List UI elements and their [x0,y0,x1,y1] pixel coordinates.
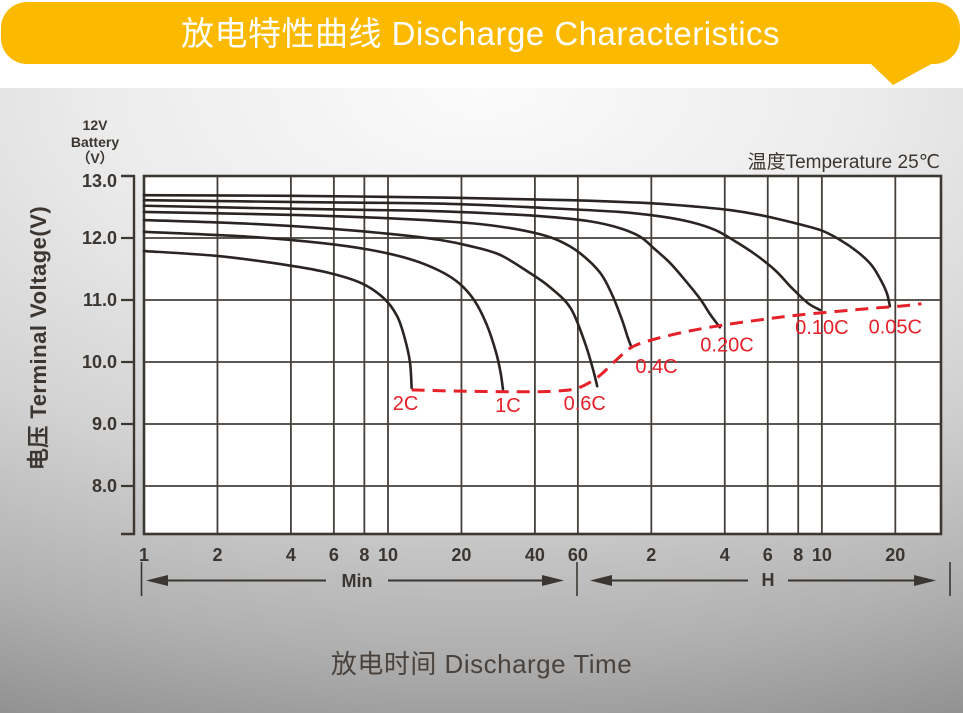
plot-border [142,174,943,536]
x-tick-label: 60 [568,545,588,565]
battery-type-label: 12V Battery （V） [52,117,138,167]
curve-label-2C: 2C [393,393,419,415]
hour-section-label: H [762,570,775,590]
min-arrow-left-head [146,575,168,586]
min-arrow-right-head [542,575,564,586]
x-tick-label: 4 [286,545,296,565]
battery-unit-text: （V） [76,150,114,166]
curve-2C [142,249,413,390]
cutoff-voltage-curve [411,302,922,394]
temperature-label: 温度Temperature 25℃ [748,151,940,173]
x-axis-title: 放电时间 Discharge Time [330,649,633,679]
title-banner: 放电特性曲线 Discharge Characteristics [1,2,960,64]
curve-label-0.05C: 0.05C [869,316,922,338]
battery-word-text: Battery [70,133,120,150]
curve-label-0.10C: 0.10C [795,317,848,339]
curve-1C [142,230,505,391]
banner-tail-pointer [869,62,935,85]
x-tick-label: 1 [139,545,149,565]
x-tick-label: 40 [525,545,545,565]
x-tick-label: 20 [885,545,905,565]
x-tick-label: 4 [720,545,730,565]
curve-label-0.20C: 0.20C [700,334,753,356]
page-title: 放电特性曲线 Discharge Characteristics [180,15,781,52]
curve-0.6C [142,218,599,388]
hour-arrow-right-head [914,575,936,586]
x-tick-label: 6 [329,545,339,565]
curve-label-0.6C: 0.6C [564,393,606,415]
x-tick-label: 20 [451,545,471,565]
x-tick-label: 2 [646,545,656,565]
y-tick-label: 8.0 [92,476,117,496]
y-tick-label: 12.0 [82,228,117,248]
curve-0.10C [142,198,822,312]
x-tick-label: 6 [763,545,773,565]
y-tick-label: 13.0 [82,171,117,191]
battery-voltage-text: 12V [82,117,108,133]
curve-0.4C [142,210,633,348]
curve-label-1C: 1C [495,395,521,417]
hour-arrow-left-head [590,575,612,586]
min-section-label: Min [342,571,373,591]
x-tick-label: 10 [812,545,832,565]
x-tick-label: 8 [793,545,803,565]
x-tick-label: 2 [212,545,222,565]
y-tick-label: 10.0 [82,352,117,372]
y-tick-label: 11.0 [83,290,117,310]
y-tick-label: 9.0 [92,414,117,434]
x-tick-label: 8 [359,545,369,565]
curve-0.20C [142,204,722,329]
curve-0.05C [142,193,892,308]
y-axis-bracket [121,174,136,536]
curve-label-0.4C: 0.4C [635,356,677,378]
x-tick-label: 10 [378,545,398,565]
